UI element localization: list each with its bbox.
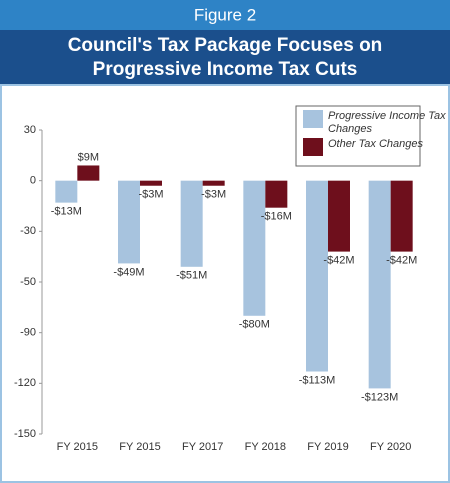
y-tick-label: 0 [30, 175, 36, 187]
figure-label: Figure 2 [194, 5, 256, 24]
y-tick-label: -150 [14, 428, 36, 440]
value-label: $9M [78, 151, 99, 163]
bar [328, 180, 350, 252]
value-label: -$123M [361, 391, 398, 403]
value-label: -$113M [299, 374, 335, 386]
value-label: -$3M [201, 189, 226, 201]
chart-title: Council's Tax Package Focuses on Progress… [68, 35, 383, 80]
value-label: -$16M [261, 211, 292, 223]
x-tick-label: FY 2020 [370, 441, 411, 453]
figure-band [0, 0, 450, 30]
value-label: -$42M [323, 255, 354, 267]
x-tick-label: FY 2015 [119, 441, 160, 453]
bar [118, 180, 140, 264]
value-label: -$3M [138, 189, 163, 201]
bar [265, 180, 288, 208]
value-label: -$80M [239, 319, 270, 331]
value-label: -$42M [386, 255, 417, 267]
y-tick-label: -50 [20, 276, 36, 288]
title-band [0, 30, 450, 85]
bar [202, 180, 225, 186]
bar [55, 180, 78, 203]
bar [306, 180, 328, 372]
x-tick-label: FY 2018 [245, 441, 286, 453]
value-label: -$49M [113, 266, 144, 278]
value-label: -$13M [51, 206, 82, 218]
bar [77, 165, 100, 181]
legend: Progressive Income Tax Changes Other Tax C… [295, 105, 446, 167]
x-tick-label: FY 2017 [182, 441, 223, 453]
bar [180, 180, 203, 267]
x-tick-label: FY 2019 [307, 441, 348, 453]
y-tick-label: -30 [20, 225, 36, 237]
legend-label: Progressive Income Tax Changes [328, 110, 446, 135]
value-label: -$51M [176, 270, 207, 282]
bar [368, 180, 391, 389]
bar [390, 180, 413, 252]
y-tick-label: -120 [14, 377, 36, 389]
bar [140, 180, 162, 186]
x-tick-label: FY 2015 [57, 441, 98, 453]
legend-label: Other Tax Changes [328, 138, 423, 150]
y-tick-label: 30 [24, 124, 36, 136]
y-tick-label: -90 [20, 327, 36, 339]
legend-swatch [303, 110, 323, 128]
bar [243, 180, 266, 316]
legend-swatch [303, 138, 323, 156]
